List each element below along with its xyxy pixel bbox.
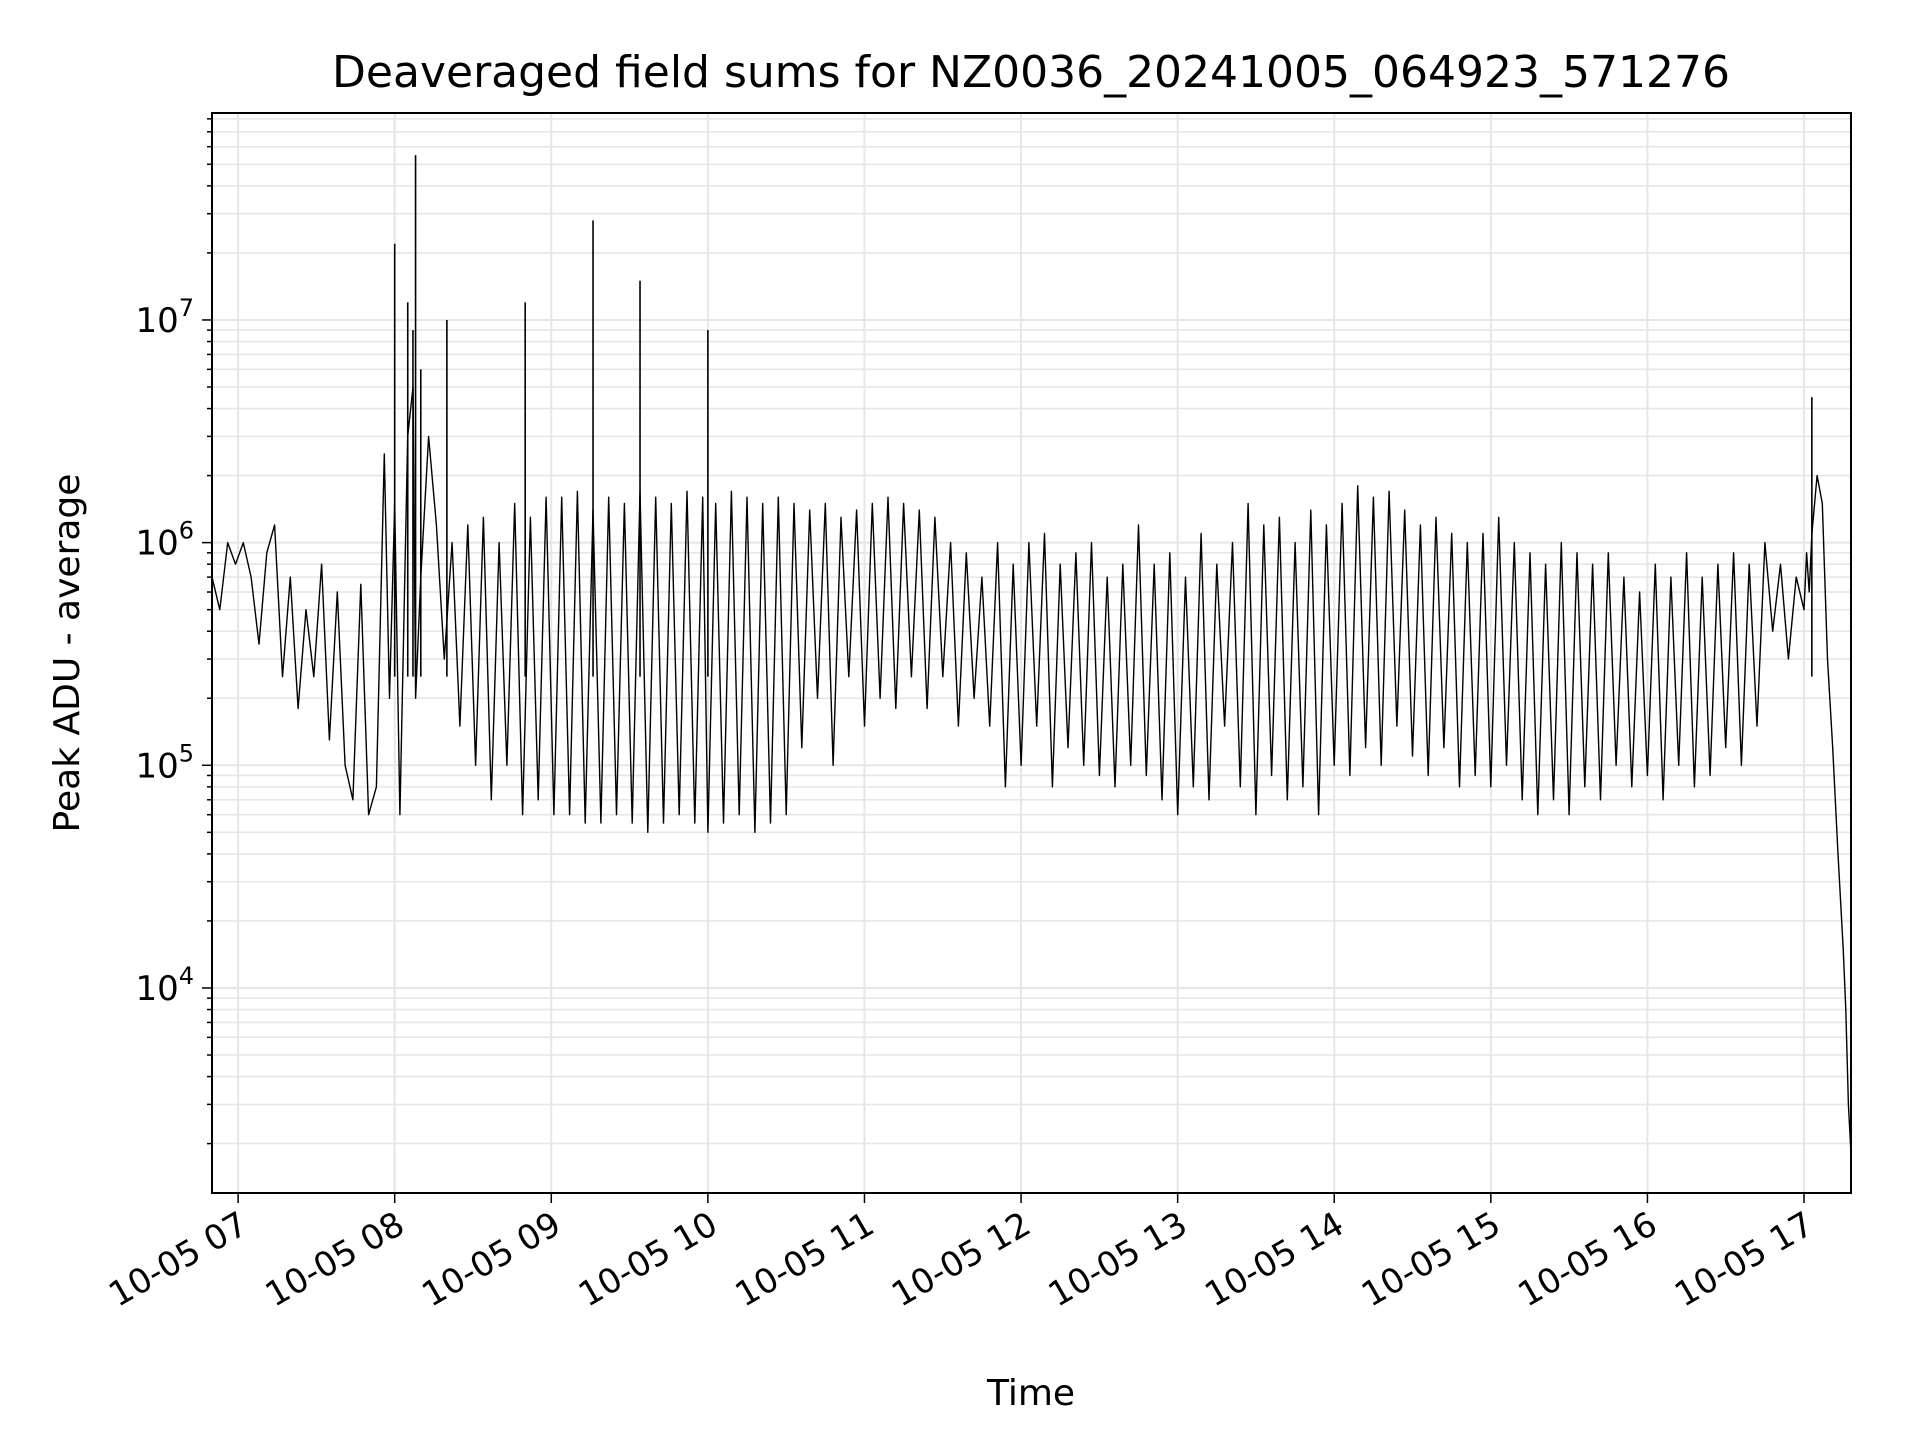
- y-tick-label: 106: [135, 517, 194, 564]
- y-axis-label: Peak ADU - average: [47, 474, 88, 833]
- plot-frame: [211, 112, 1852, 1194]
- x-axis-label: Time: [986, 1373, 1075, 1414]
- y-tick-label: 105: [135, 739, 194, 786]
- plot-area: [211, 155, 1852, 1154]
- y-tick-label: 104: [135, 962, 194, 1009]
- series-line: [211, 386, 1852, 1154]
- y-axis: 104 105 106 107: [135, 118, 212, 1145]
- y-tick-label: 107: [135, 294, 194, 341]
- chart-title: Deaveraged field sums for NZ0036_2024100…: [332, 47, 1730, 98]
